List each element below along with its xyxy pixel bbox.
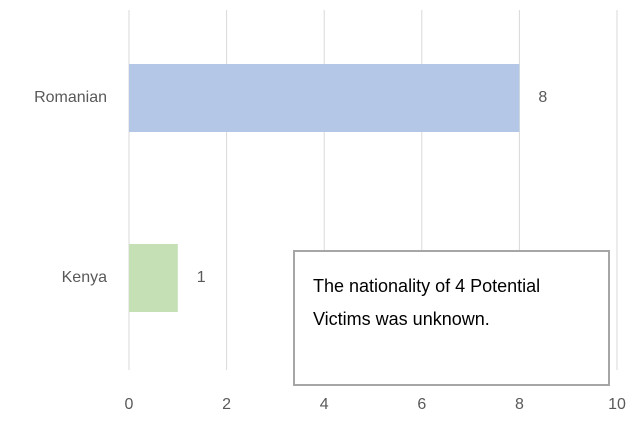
data-label: 1 bbox=[197, 269, 206, 286]
x-tick-label: 6 bbox=[417, 396, 426, 413]
bar bbox=[129, 64, 520, 132]
x-tick-label: 10 bbox=[608, 396, 626, 413]
bar bbox=[129, 244, 178, 312]
annotation-box: The nationality of 4 Potential Victims w… bbox=[293, 250, 610, 386]
y-tick-label: Kenya bbox=[62, 269, 107, 286]
x-tick-label: 8 bbox=[515, 396, 524, 413]
x-tick-label: 0 bbox=[125, 396, 134, 413]
x-tick-label: 4 bbox=[320, 396, 329, 413]
y-tick-label: Romanian bbox=[34, 89, 107, 106]
data-label: 8 bbox=[538, 89, 547, 106]
annotation: The nationality of 4 Potential Victims w… bbox=[313, 276, 541, 329]
x-tick-label: 2 bbox=[222, 396, 231, 413]
